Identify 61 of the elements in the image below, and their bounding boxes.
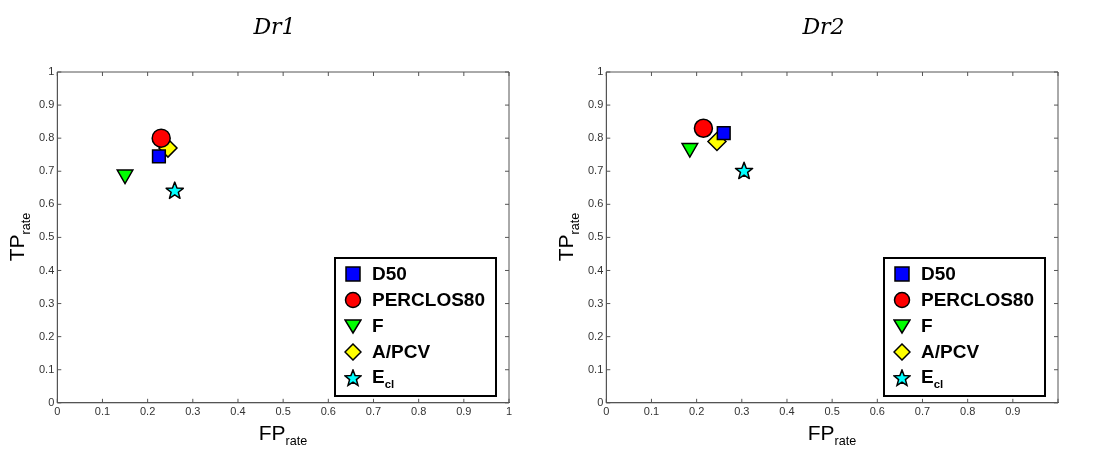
chart-title: Dr1 (252, 14, 297, 39)
x-tick-label: 1 (505, 405, 513, 418)
legend-label: E$_{cl}$ (921, 365, 944, 390)
x-tick-label: 0.1 (94, 405, 111, 418)
point (151, 149, 167, 164)
legend-label: F (921, 314, 933, 337)
y-tick-label: 0.5 (587, 230, 604, 243)
x-tick-label: 0.1 (643, 405, 660, 418)
x-tick-label: 0.8 (411, 405, 427, 418)
y-tick-label: 0.6 (587, 197, 604, 210)
x-tick-label: 0.7 (914, 405, 931, 418)
x-tick-label: 0.2 (139, 405, 156, 418)
y-tick-label: 0.8 (587, 131, 604, 144)
legend-label: PERCLOS80 (372, 288, 485, 311)
point (693, 118, 714, 138)
legend-label: F (372, 314, 384, 337)
legend-label: E$_{cl}$ (372, 365, 395, 390)
x-tick-label: 0.5 (275, 405, 291, 418)
x-tick-label: 0.3 (734, 405, 750, 418)
legend-label: PERCLOS80 (921, 288, 1034, 311)
y-tick-label: 0.6 (38, 197, 55, 210)
point (165, 181, 185, 200)
y-tick-label: 1 (597, 65, 604, 78)
y-tick-label: 0.4 (38, 263, 55, 276)
y-tick-label: 1 (48, 65, 55, 78)
legend-label: D50 (372, 262, 407, 285)
y-tick-label: 0.1 (38, 362, 55, 375)
x-tick-label: 0.7 (365, 405, 382, 418)
x-tick-label: 0.6 (869, 405, 885, 418)
x-tick-label: 0.8 (960, 405, 976, 418)
y-tick-label: 0.4 (587, 263, 604, 276)
legend-label: A/PCV (921, 340, 980, 363)
y-tick-label: 0.8 (38, 131, 55, 144)
legend-label: D50 (921, 262, 956, 285)
x-axis-title: FP$_{rate}$ (807, 420, 857, 448)
legend-label: A/PCV (372, 340, 431, 363)
x-tick-label: 0.9 (456, 405, 472, 418)
point (734, 161, 754, 180)
chart-title: Dr2 (801, 14, 846, 39)
y-tick-label: 0.9 (587, 98, 604, 111)
y-tick-label: 0.7 (38, 164, 55, 177)
x-tick-label: 0.4 (230, 405, 246, 418)
y-tick-label: 0.5 (38, 230, 55, 243)
x-axis-title: FP$_{rate}$ (258, 420, 308, 448)
y-tick-label: 0.2 (587, 329, 604, 342)
y-tick-label: 0.1 (587, 362, 604, 375)
y-tick-label: 0 (48, 395, 55, 408)
y-tick-label: 0.9 (38, 98, 55, 111)
y-tick-label: 0.3 (38, 296, 55, 309)
x-tick-label: 0.3 (185, 405, 201, 418)
y-tick-label: 0.2 (38, 329, 55, 342)
y-tick-label: 0.3 (587, 296, 604, 309)
x-tick-label: 0.6 (320, 405, 336, 418)
x-tick-label: 0.2 (688, 405, 705, 418)
y-tick-label: 0 (597, 395, 604, 408)
x-tick-label: 0.5 (824, 405, 840, 418)
y-tick-label: 0.7 (587, 164, 604, 177)
point (716, 126, 731, 141)
point (151, 128, 171, 148)
x-tick-label: 0.4 (779, 405, 795, 418)
x-tick-label: 0.9 (1005, 405, 1021, 418)
